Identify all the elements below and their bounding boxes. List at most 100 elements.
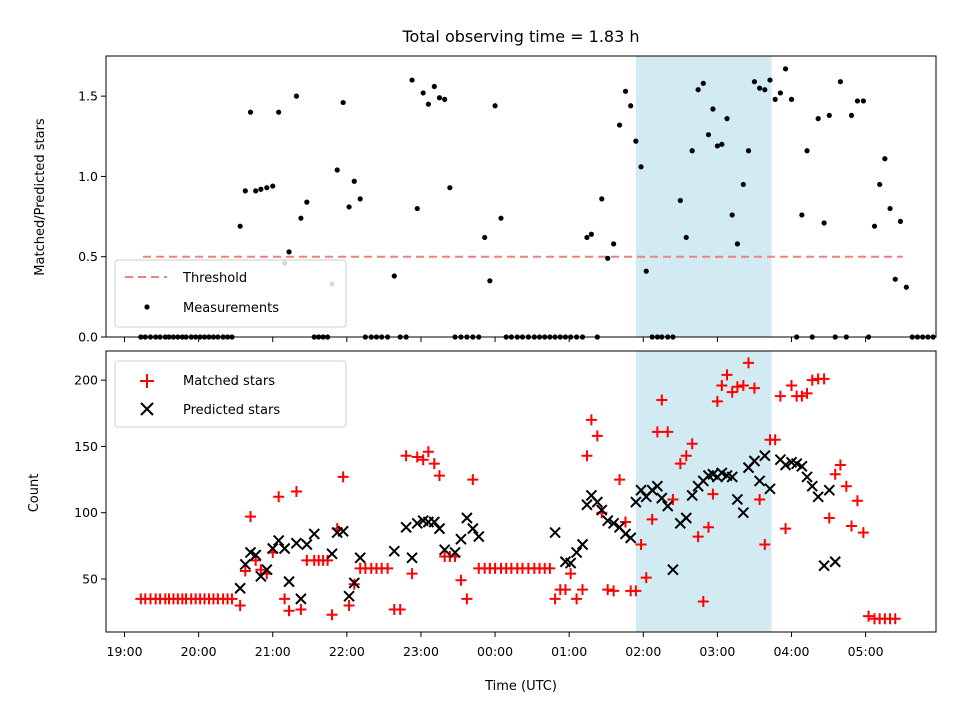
matched-legend-swatch xyxy=(140,374,154,388)
matched-star-point xyxy=(585,414,597,426)
measurement-point xyxy=(436,95,443,101)
matched-star-point xyxy=(692,531,704,543)
top-shaded-interval xyxy=(635,56,772,337)
predicted-star-point xyxy=(748,455,761,467)
predicted-star-point xyxy=(759,450,771,462)
matched-star-point xyxy=(411,451,423,463)
predicted-star-point xyxy=(549,526,561,539)
predicted-star-point xyxy=(348,577,360,589)
y-tick-label: 1.5 xyxy=(78,89,98,104)
measurement-point xyxy=(247,109,254,115)
measurement-point xyxy=(821,220,827,226)
matched-star-point xyxy=(680,450,692,462)
bottom-panel: 50 100 150 200 19:00 20:00 21:00 22:00 23:00 00:… xyxy=(27,350,937,694)
y-tick-label: 0.0 xyxy=(78,330,98,345)
predicted-star-point xyxy=(449,546,461,559)
matched-star-point xyxy=(382,562,394,574)
x-tick-label: 19:00 xyxy=(107,644,143,659)
predicted-star-point xyxy=(570,546,583,559)
measurement-point xyxy=(346,204,352,210)
measurement-point xyxy=(757,85,763,91)
predicted-star-point xyxy=(467,522,479,535)
measurement-point xyxy=(848,112,855,119)
predicted-stars-points xyxy=(234,450,841,605)
measurements-legend-label: Measurements xyxy=(183,301,279,316)
matched-star-point xyxy=(731,381,743,393)
matched-star-point xyxy=(544,562,556,574)
predicted-star-point xyxy=(624,532,637,544)
y-tick-label: 1.0 xyxy=(78,169,98,184)
matched-star-point xyxy=(801,387,813,399)
predicted-star-point xyxy=(283,575,295,588)
predicted-star-point xyxy=(406,552,418,564)
matched-star-point xyxy=(245,511,257,523)
matched-star-point xyxy=(239,565,251,577)
measurement-points xyxy=(138,66,936,340)
matched-star-point xyxy=(279,593,291,605)
y-tick-label: 0.5 xyxy=(78,249,98,264)
matched-star-point xyxy=(326,609,338,621)
matched-star-point xyxy=(559,584,571,596)
matched-star-point xyxy=(662,426,674,438)
y-tick-label: 50 xyxy=(82,571,98,586)
measurement-point xyxy=(482,234,488,241)
predicted-star-point xyxy=(433,522,446,535)
matched-star-point xyxy=(726,386,738,398)
predicted-star-point xyxy=(473,530,485,543)
predicted-star-point xyxy=(438,544,451,556)
y-tick-label: 150 xyxy=(74,439,98,454)
measurement-point xyxy=(304,199,310,205)
x-tick-label: 04:00 xyxy=(773,644,809,659)
matched-star-point xyxy=(406,568,418,580)
measurement-point xyxy=(643,268,649,274)
threshold-legend-label: Threshold xyxy=(182,271,247,286)
predicted-star-point xyxy=(823,484,835,496)
predicted-star-point xyxy=(656,492,668,504)
predicted-legend-swatch xyxy=(140,402,154,416)
matched-star-point xyxy=(273,491,285,503)
predicted-star-point xyxy=(564,557,577,569)
measurement-point xyxy=(492,103,498,109)
measurement-point xyxy=(264,185,270,191)
measurement-point xyxy=(804,148,810,154)
measurement-point xyxy=(616,122,623,128)
x-tick-label: 02:00 xyxy=(625,644,661,659)
measurement-point xyxy=(740,181,746,188)
predicted-star-point xyxy=(326,548,338,560)
matched-star-point xyxy=(702,521,714,533)
matched-star-point xyxy=(711,395,723,407)
bottom-axes-frame xyxy=(105,350,937,633)
x-axis-label: Time (UTC) xyxy=(484,679,557,694)
matched-star-point xyxy=(823,512,835,524)
measurement-point xyxy=(826,112,832,119)
matched-star-point xyxy=(619,516,631,528)
measurement-point xyxy=(599,196,605,202)
matched-star-point xyxy=(322,554,334,566)
matched-star-point xyxy=(461,593,473,605)
predicted-star-point xyxy=(290,537,303,549)
measurement-point xyxy=(237,223,243,229)
measurement-point xyxy=(683,234,689,241)
measurement-point xyxy=(633,138,639,144)
x-tick-label: 03:00 xyxy=(699,644,735,659)
matched-star-point xyxy=(851,495,863,507)
matched-star-point xyxy=(707,488,719,500)
measurement-point xyxy=(772,96,778,102)
matched-star-point xyxy=(290,486,302,497)
measurement-point xyxy=(357,196,363,202)
matched-star-point xyxy=(433,470,445,482)
bottom-shaded-interval xyxy=(635,351,772,632)
measurement-point xyxy=(729,212,735,218)
predicted-star-point xyxy=(576,538,589,551)
measurement-point xyxy=(298,215,304,221)
measurement-point xyxy=(788,96,795,102)
predicted-star-point xyxy=(607,517,620,530)
predicted-star-point xyxy=(295,593,307,605)
matched-star-point xyxy=(343,599,355,611)
matched-star-point xyxy=(769,434,781,446)
predicted-star-point xyxy=(455,533,467,545)
matched-star-point xyxy=(577,584,589,596)
measurement-point xyxy=(584,234,590,241)
y-tick-label: 200 xyxy=(74,373,98,388)
matched-star-point xyxy=(422,446,434,458)
